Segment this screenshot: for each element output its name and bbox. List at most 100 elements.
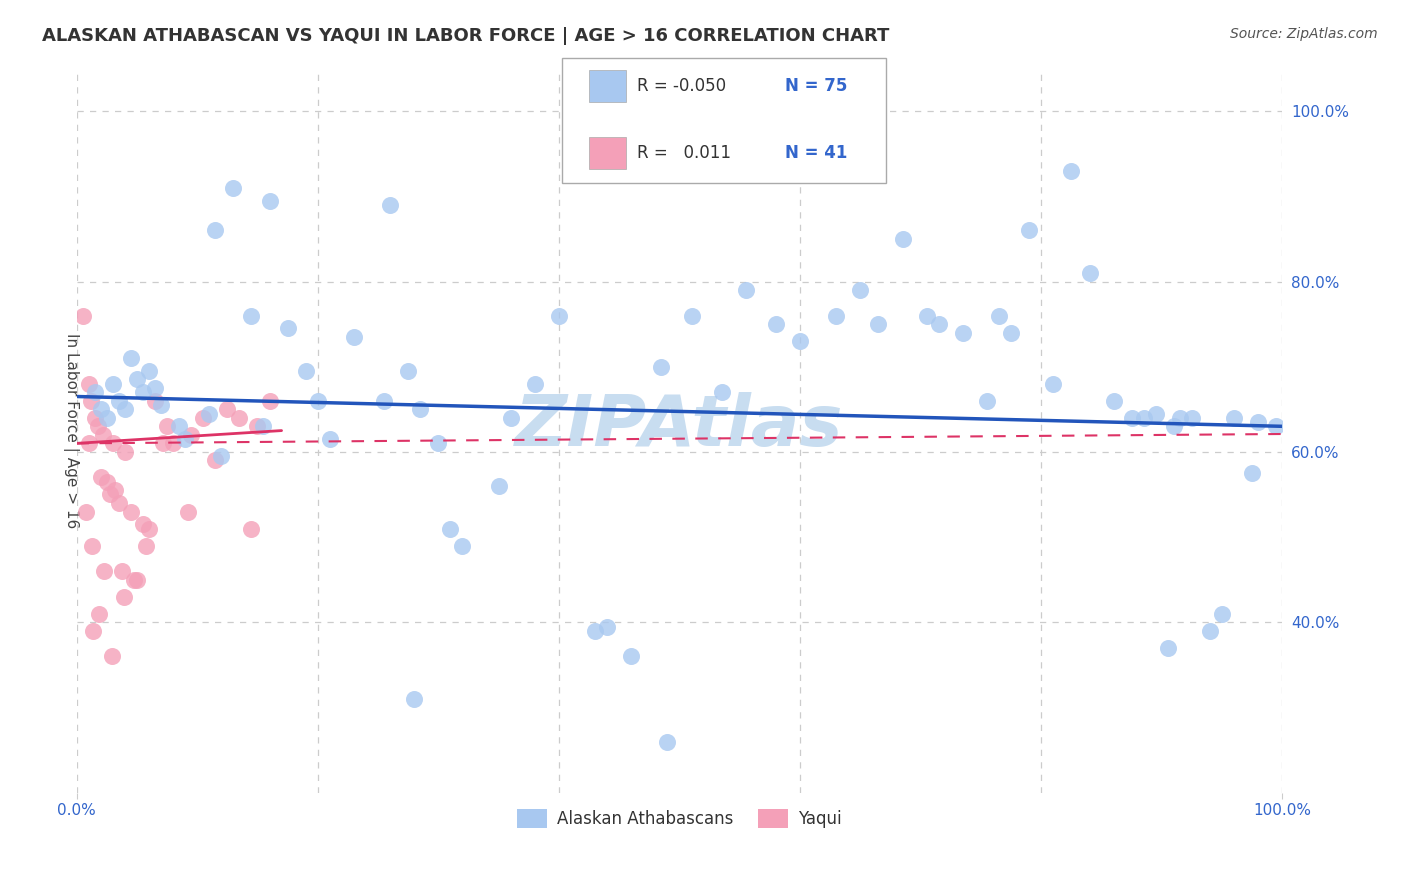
Point	[259, 194, 281, 208]
Point	[120, 351, 142, 366]
Point	[488, 479, 510, 493]
Point	[1042, 376, 1064, 391]
Point	[409, 402, 432, 417]
Point	[167, 419, 190, 434]
Point	[120, 504, 142, 518]
Point	[1241, 466, 1264, 480]
Point	[124, 573, 146, 587]
Point	[396, 364, 419, 378]
Point	[307, 393, 329, 408]
Point	[193, 410, 215, 425]
Point	[1168, 410, 1191, 425]
Point	[1247, 415, 1270, 429]
Point	[1133, 410, 1156, 425]
Point	[89, 607, 111, 621]
Point	[96, 410, 118, 425]
Point	[104, 483, 127, 498]
Point	[132, 517, 155, 532]
Point	[112, 590, 135, 604]
Point	[125, 372, 148, 386]
Point	[82, 539, 104, 553]
Point	[80, 393, 103, 408]
Point	[156, 419, 179, 434]
Point	[789, 334, 811, 348]
Point	[75, 504, 97, 518]
Point	[1144, 407, 1167, 421]
Point	[111, 564, 134, 578]
Point	[868, 317, 890, 331]
Point	[548, 309, 571, 323]
Point	[451, 539, 474, 553]
Point	[1060, 163, 1083, 178]
Point	[952, 326, 974, 340]
Point	[681, 309, 703, 323]
Point	[96, 475, 118, 489]
Point	[174, 432, 197, 446]
Point	[246, 419, 269, 434]
Point	[98, 487, 121, 501]
Point	[83, 410, 105, 425]
Point	[1000, 326, 1022, 340]
Point	[143, 393, 166, 408]
Point	[176, 504, 198, 518]
Point	[138, 364, 160, 378]
Point	[650, 359, 672, 374]
Point	[77, 436, 100, 450]
Point	[77, 376, 100, 391]
Point	[259, 393, 281, 408]
Point	[132, 385, 155, 400]
Point	[928, 317, 950, 331]
Point	[1181, 410, 1204, 425]
Point	[72, 309, 94, 323]
Point	[1018, 223, 1040, 237]
Point	[252, 419, 274, 434]
Point	[217, 402, 239, 417]
Point	[138, 522, 160, 536]
Point	[107, 393, 129, 408]
Point	[114, 445, 136, 459]
Point	[204, 453, 226, 467]
Text: R = -0.050: R = -0.050	[637, 77, 725, 95]
Point	[1157, 640, 1180, 655]
Point	[107, 496, 129, 510]
Point	[143, 381, 166, 395]
Point	[378, 198, 401, 212]
Point	[1102, 393, 1125, 408]
Point	[1223, 410, 1246, 425]
Point	[427, 436, 450, 450]
Point	[404, 692, 426, 706]
Point	[596, 619, 619, 633]
Point	[765, 317, 787, 331]
Point	[228, 410, 250, 425]
Point	[319, 432, 342, 446]
Point	[198, 407, 221, 421]
Point	[499, 410, 522, 425]
Point	[240, 309, 263, 323]
Point	[657, 734, 679, 748]
Point	[83, 385, 105, 400]
Point	[1163, 419, 1185, 434]
Point	[373, 393, 395, 408]
Text: ALASKAN ATHABASCAN VS YAQUI IN LABOR FORCE | AGE > 16 CORRELATION CHART: ALASKAN ATHABASCAN VS YAQUI IN LABOR FOR…	[42, 27, 890, 45]
Point	[439, 522, 461, 536]
Point	[1199, 624, 1222, 638]
Point	[849, 283, 872, 297]
Text: R =   0.011: R = 0.011	[637, 145, 731, 162]
Point	[87, 419, 110, 434]
Point	[162, 436, 184, 450]
Point	[1078, 266, 1101, 280]
Point	[976, 393, 998, 408]
Point	[277, 321, 299, 335]
Y-axis label: In Labor Force | Age > 16: In Labor Force | Age > 16	[63, 333, 79, 528]
Point	[149, 398, 172, 412]
Point	[91, 427, 114, 442]
Point	[583, 624, 606, 638]
Point	[82, 624, 104, 638]
Point	[620, 649, 643, 664]
Point	[93, 564, 115, 578]
Point	[523, 376, 546, 391]
Point	[343, 330, 366, 344]
Point	[734, 283, 756, 297]
Point	[204, 223, 226, 237]
Point	[891, 232, 914, 246]
